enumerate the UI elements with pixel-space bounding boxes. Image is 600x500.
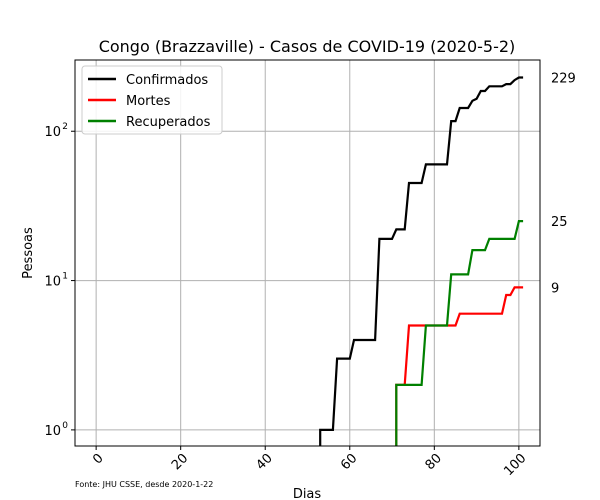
- series-end-labels: 229 9 25: [551, 72, 576, 297]
- y-tick-label: 10: [44, 125, 61, 140]
- source-note: Fonte: JHU CSSE, desde 2020-1-22: [75, 480, 213, 489]
- y-axis-label: Pessoas: [21, 227, 36, 279]
- y-tick-exponent: 2: [62, 122, 68, 132]
- x-tick-label: 60: [338, 451, 360, 473]
- y-tick-base: 10: [44, 275, 61, 290]
- x-axis-label: Dias: [293, 487, 322, 500]
- series-line-recuperados: [395, 220, 524, 446]
- x-tick-label: 0: [90, 451, 106, 467]
- y-tick-base: 10: [44, 125, 61, 140]
- end-label-mortes: 9: [551, 281, 559, 296]
- x-tick-label: 80: [423, 451, 445, 473]
- end-label-recuperados: 25: [551, 215, 568, 230]
- y-tick-exponent: 1: [62, 272, 68, 282]
- x-tick-label: 100: [501, 451, 529, 479]
- series-line-mortes: [395, 286, 524, 446]
- legend-frame: [81, 65, 223, 135]
- x-axis-ticks: 0 20 40 60 80 100: [90, 446, 529, 479]
- legend-label-recuperados: Recuperados: [126, 115, 211, 130]
- chart-title: Congo (Brazzaville) - Casos de COVID-19 …: [99, 37, 516, 56]
- end-label-confirmados: 229: [551, 72, 576, 87]
- legend-label-mortes: Mortes: [126, 94, 171, 109]
- y-tick-base: 10: [44, 424, 61, 439]
- series-line-confirmados: [319, 76, 524, 446]
- legend-label-confirmados: Confirmados: [126, 73, 208, 88]
- x-tick-label: 40: [254, 451, 276, 473]
- x-tick-label: 20: [169, 451, 191, 473]
- y-tick-label: 10: [44, 275, 61, 290]
- y-tick-exponent: 0: [62, 421, 68, 431]
- series-lines: [319, 76, 524, 446]
- y-tick-label: 10: [44, 424, 61, 439]
- plot-frame: [74, 59, 541, 447]
- legend: Confirmados Mortes Recuperados: [81, 65, 223, 135]
